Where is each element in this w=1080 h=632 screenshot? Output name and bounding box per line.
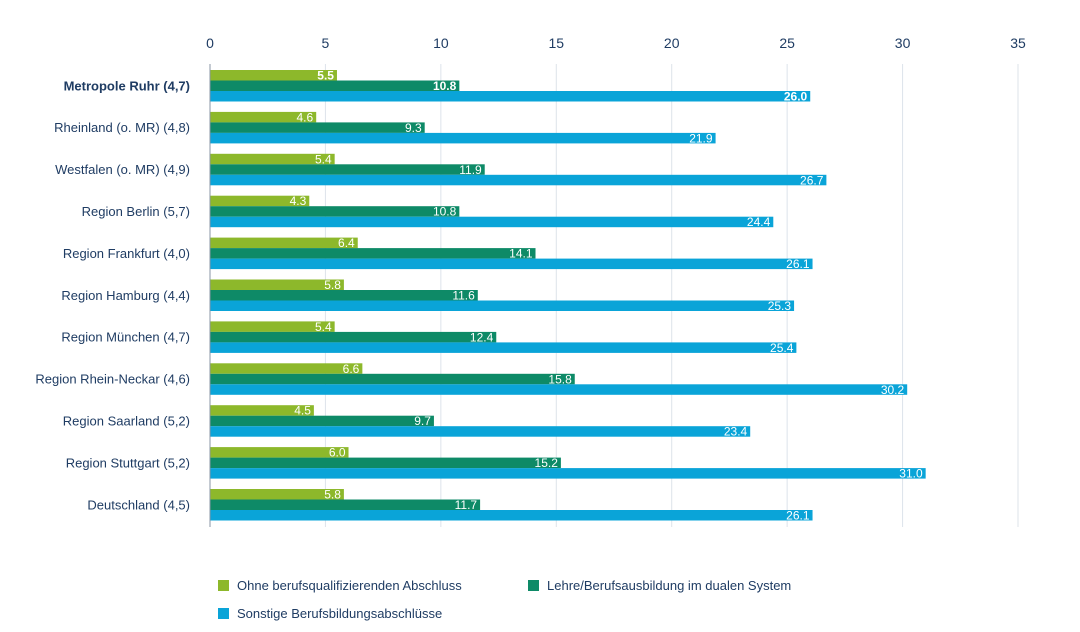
bar-value-label: 6.0 <box>329 446 346 460</box>
bar <box>210 510 813 521</box>
bar-value-label: 11.6 <box>452 289 475 303</box>
bar-value-label: 5.8 <box>324 488 341 502</box>
bar <box>210 195 310 207</box>
bar <box>210 457 561 469</box>
bar <box>210 248 536 259</box>
bar-value-label: 10.8 <box>433 205 457 219</box>
bar-value-label: 15.2 <box>535 456 559 470</box>
category-label: Region Frankfurt (4,0) <box>63 246 190 261</box>
bar <box>210 405 314 416</box>
category-label: Westfalen (o. MR) (4,9) <box>55 162 190 177</box>
bar <box>210 290 478 301</box>
legend-swatch <box>528 580 539 591</box>
category-label: Region Hamburg (4,4) <box>61 288 190 303</box>
bar-value-label: 5.5 <box>317 69 334 83</box>
x-tick-label: 20 <box>664 35 680 51</box>
bar <box>210 258 813 270</box>
bar-value-label: 10.8 <box>433 79 457 93</box>
category-label: Metropole Ruhr (4,7) <box>64 78 190 93</box>
bar-value-label: 11.9 <box>459 163 482 177</box>
bar-value-label: 5.8 <box>324 278 341 292</box>
bar <box>210 132 716 144</box>
bar <box>210 122 425 133</box>
category-label: Rheinland (o. MR) (4,8) <box>54 120 190 135</box>
bar <box>210 216 774 228</box>
legend-swatch <box>218 580 229 591</box>
bar <box>210 206 460 217</box>
bar <box>210 373 575 385</box>
bar <box>210 279 344 290</box>
legend-label: Sonstige Berufsbildungsabschlüsse <box>237 606 442 621</box>
bar-value-label: 5.4 <box>315 152 332 166</box>
bar <box>210 70 337 81</box>
bar <box>210 80 460 91</box>
bar <box>210 321 335 332</box>
bar <box>210 489 344 500</box>
bar-value-label: 30.2 <box>881 383 905 397</box>
bar <box>210 426 751 437</box>
x-tick-label: 35 <box>1010 35 1026 51</box>
bar <box>210 468 926 479</box>
bar <box>210 153 335 165</box>
bar-value-label: 21.9 <box>689 131 713 145</box>
bar-value-label: 14.1 <box>509 247 533 261</box>
bar-value-label: 5.4 <box>315 320 332 334</box>
legend-label: Lehre/Berufsausbildung im dualen System <box>547 578 791 593</box>
bar <box>210 499 481 510</box>
bar-value-label: 6.4 <box>338 236 355 250</box>
bar-value-label: 4.5 <box>294 404 311 418</box>
x-tick-label: 10 <box>433 35 449 51</box>
category-label: Region Berlin (5,7) <box>82 204 190 219</box>
category-label: Region München (4,7) <box>61 330 190 345</box>
x-tick-label: 5 <box>322 35 330 51</box>
legend-label: Ohne berufsqualifizierenden Abschluss <box>237 578 462 593</box>
bar-value-label: 26.7 <box>800 173 824 187</box>
bar <box>210 331 497 343</box>
bar-value-label: 26.1 <box>786 509 810 523</box>
bar <box>210 300 795 311</box>
bar-value-label: 12.4 <box>470 330 494 344</box>
category-label: Deutschland (4,5) <box>87 497 190 512</box>
legend-swatch <box>218 608 229 619</box>
bar-value-label: 25.4 <box>770 341 794 355</box>
x-tick-label: 25 <box>779 35 795 51</box>
bar-value-label: 11.7 <box>455 498 478 512</box>
bar-value-label: 4.3 <box>290 194 307 208</box>
bar-value-label: 4.6 <box>297 110 314 124</box>
bar <box>210 447 349 458</box>
bar-value-label: 24.4 <box>747 215 771 229</box>
category-label: Region Rhein-Neckar (4,6) <box>35 372 190 387</box>
bar <box>210 363 363 374</box>
x-tick-label: 15 <box>548 35 564 51</box>
bar-value-label: 15.8 <box>548 372 572 386</box>
bar-value-label: 26.0 <box>784 90 808 104</box>
bar-value-label: 9.7 <box>414 414 431 428</box>
bar <box>210 415 434 427</box>
category-label: Region Stuttgart (5,2) <box>66 455 190 470</box>
bar-value-label: 9.3 <box>405 121 422 135</box>
bar <box>210 111 317 123</box>
bar <box>210 174 827 186</box>
bar-value-label: 23.4 <box>724 425 748 439</box>
bar <box>210 237 358 249</box>
bar-value-label: 26.1 <box>786 257 810 271</box>
bar <box>210 164 485 175</box>
bar <box>210 91 811 102</box>
bar <box>210 384 908 395</box>
category-label: Region Saarland (5,2) <box>63 413 190 428</box>
x-tick-label: 0 <box>206 35 214 51</box>
bar-value-label: 31.0 <box>899 467 923 481</box>
x-tick-label: 30 <box>895 35 911 51</box>
bar-value-label: 6.6 <box>343 362 360 376</box>
bar-value-label: 25.3 <box>768 299 792 313</box>
bar <box>210 342 797 353</box>
